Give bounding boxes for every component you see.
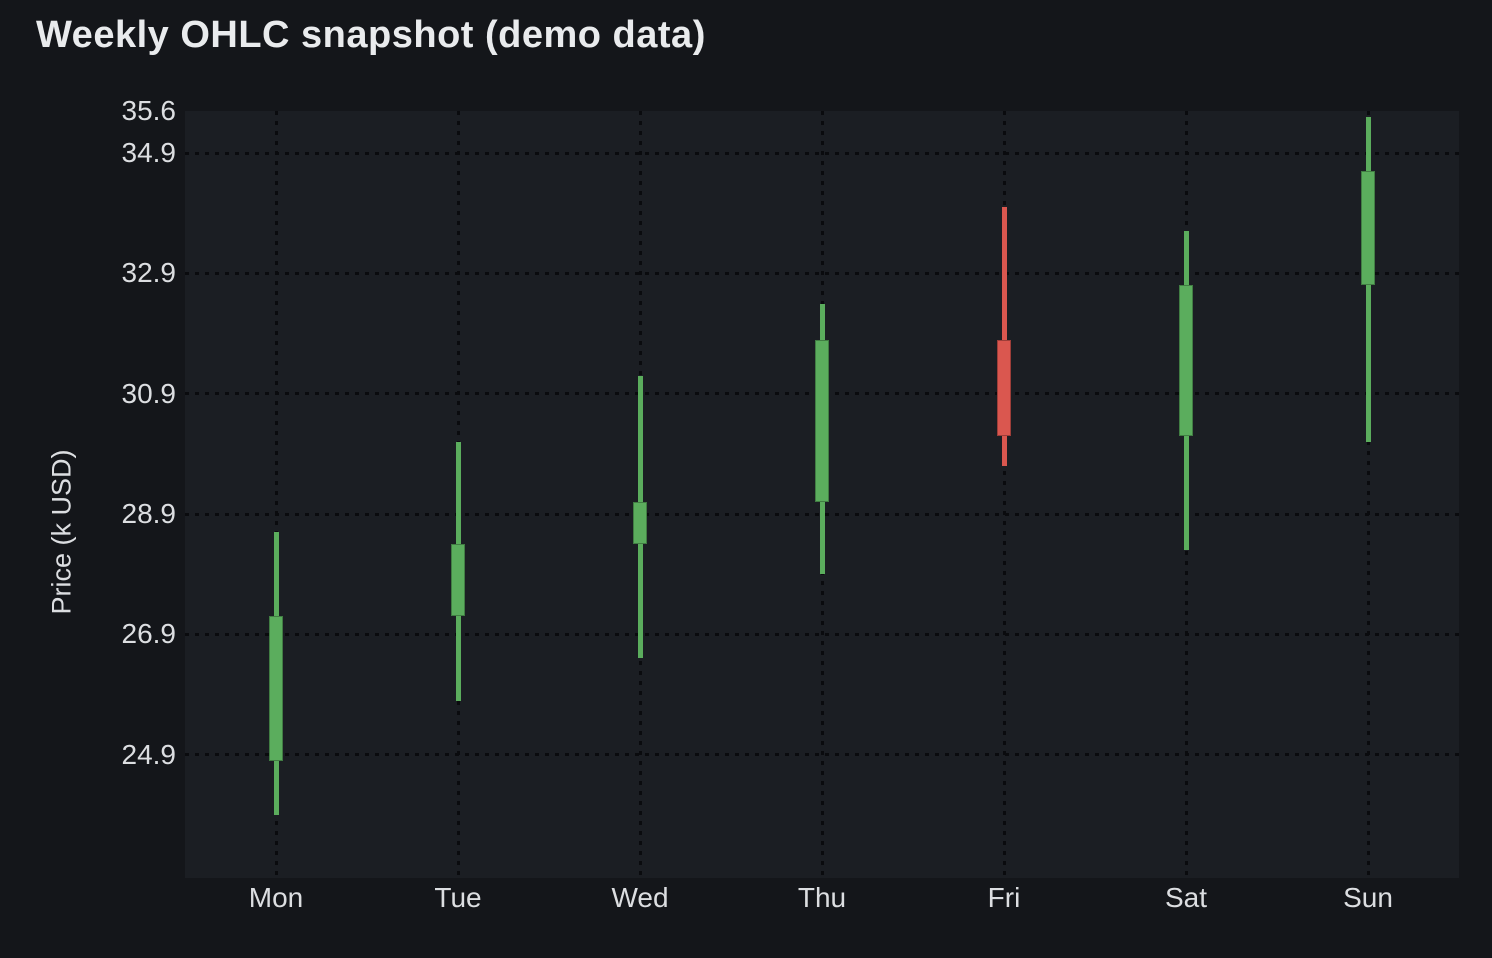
y-axis-title: Price (k USD): [46, 449, 77, 615]
y-tick-35-6: 35.6: [121, 95, 177, 126]
x-tick-tue: Tue: [434, 882, 482, 913]
v-gridline-sun: [1366, 111, 1370, 878]
candle-tue-body: [451, 544, 465, 617]
x-tick-sun: Sun: [1343, 882, 1393, 913]
x-tick-wed: Wed: [611, 882, 669, 913]
x-tick-fri: Fri: [987, 882, 1021, 913]
y-tick-24-9: 24.9: [121, 738, 177, 770]
candle-sat-body: [1179, 285, 1193, 436]
candle-fri-wick: [1001, 207, 1007, 466]
candle-sun-body: [1361, 171, 1375, 286]
y-tick-32-9: 32.9: [121, 257, 177, 289]
x-tick-thu: Thu: [797, 882, 847, 913]
v-gridline-mon: [274, 111, 278, 878]
candle-fri-body: [997, 339, 1011, 436]
chart-title: Weekly OHLC snapshot (demo data): [36, 14, 706, 56]
candle-thu-body: [815, 339, 829, 503]
plot-area: [185, 111, 1459, 878]
y-tick-28-9: 28.9: [121, 498, 177, 530]
x-tick-mon: Mon: [248, 882, 304, 913]
candle-mon-body: [269, 616, 283, 761]
y-tick-30-9: 30.9: [121, 377, 177, 409]
v-gridline-fri: [1002, 111, 1006, 878]
y-tick-26-9: 26.9: [121, 618, 177, 650]
y-tick-34-9: 34.9: [121, 137, 177, 169]
candle-wed-body: [633, 502, 647, 545]
x-tick-sat: Sat: [1164, 882, 1208, 913]
